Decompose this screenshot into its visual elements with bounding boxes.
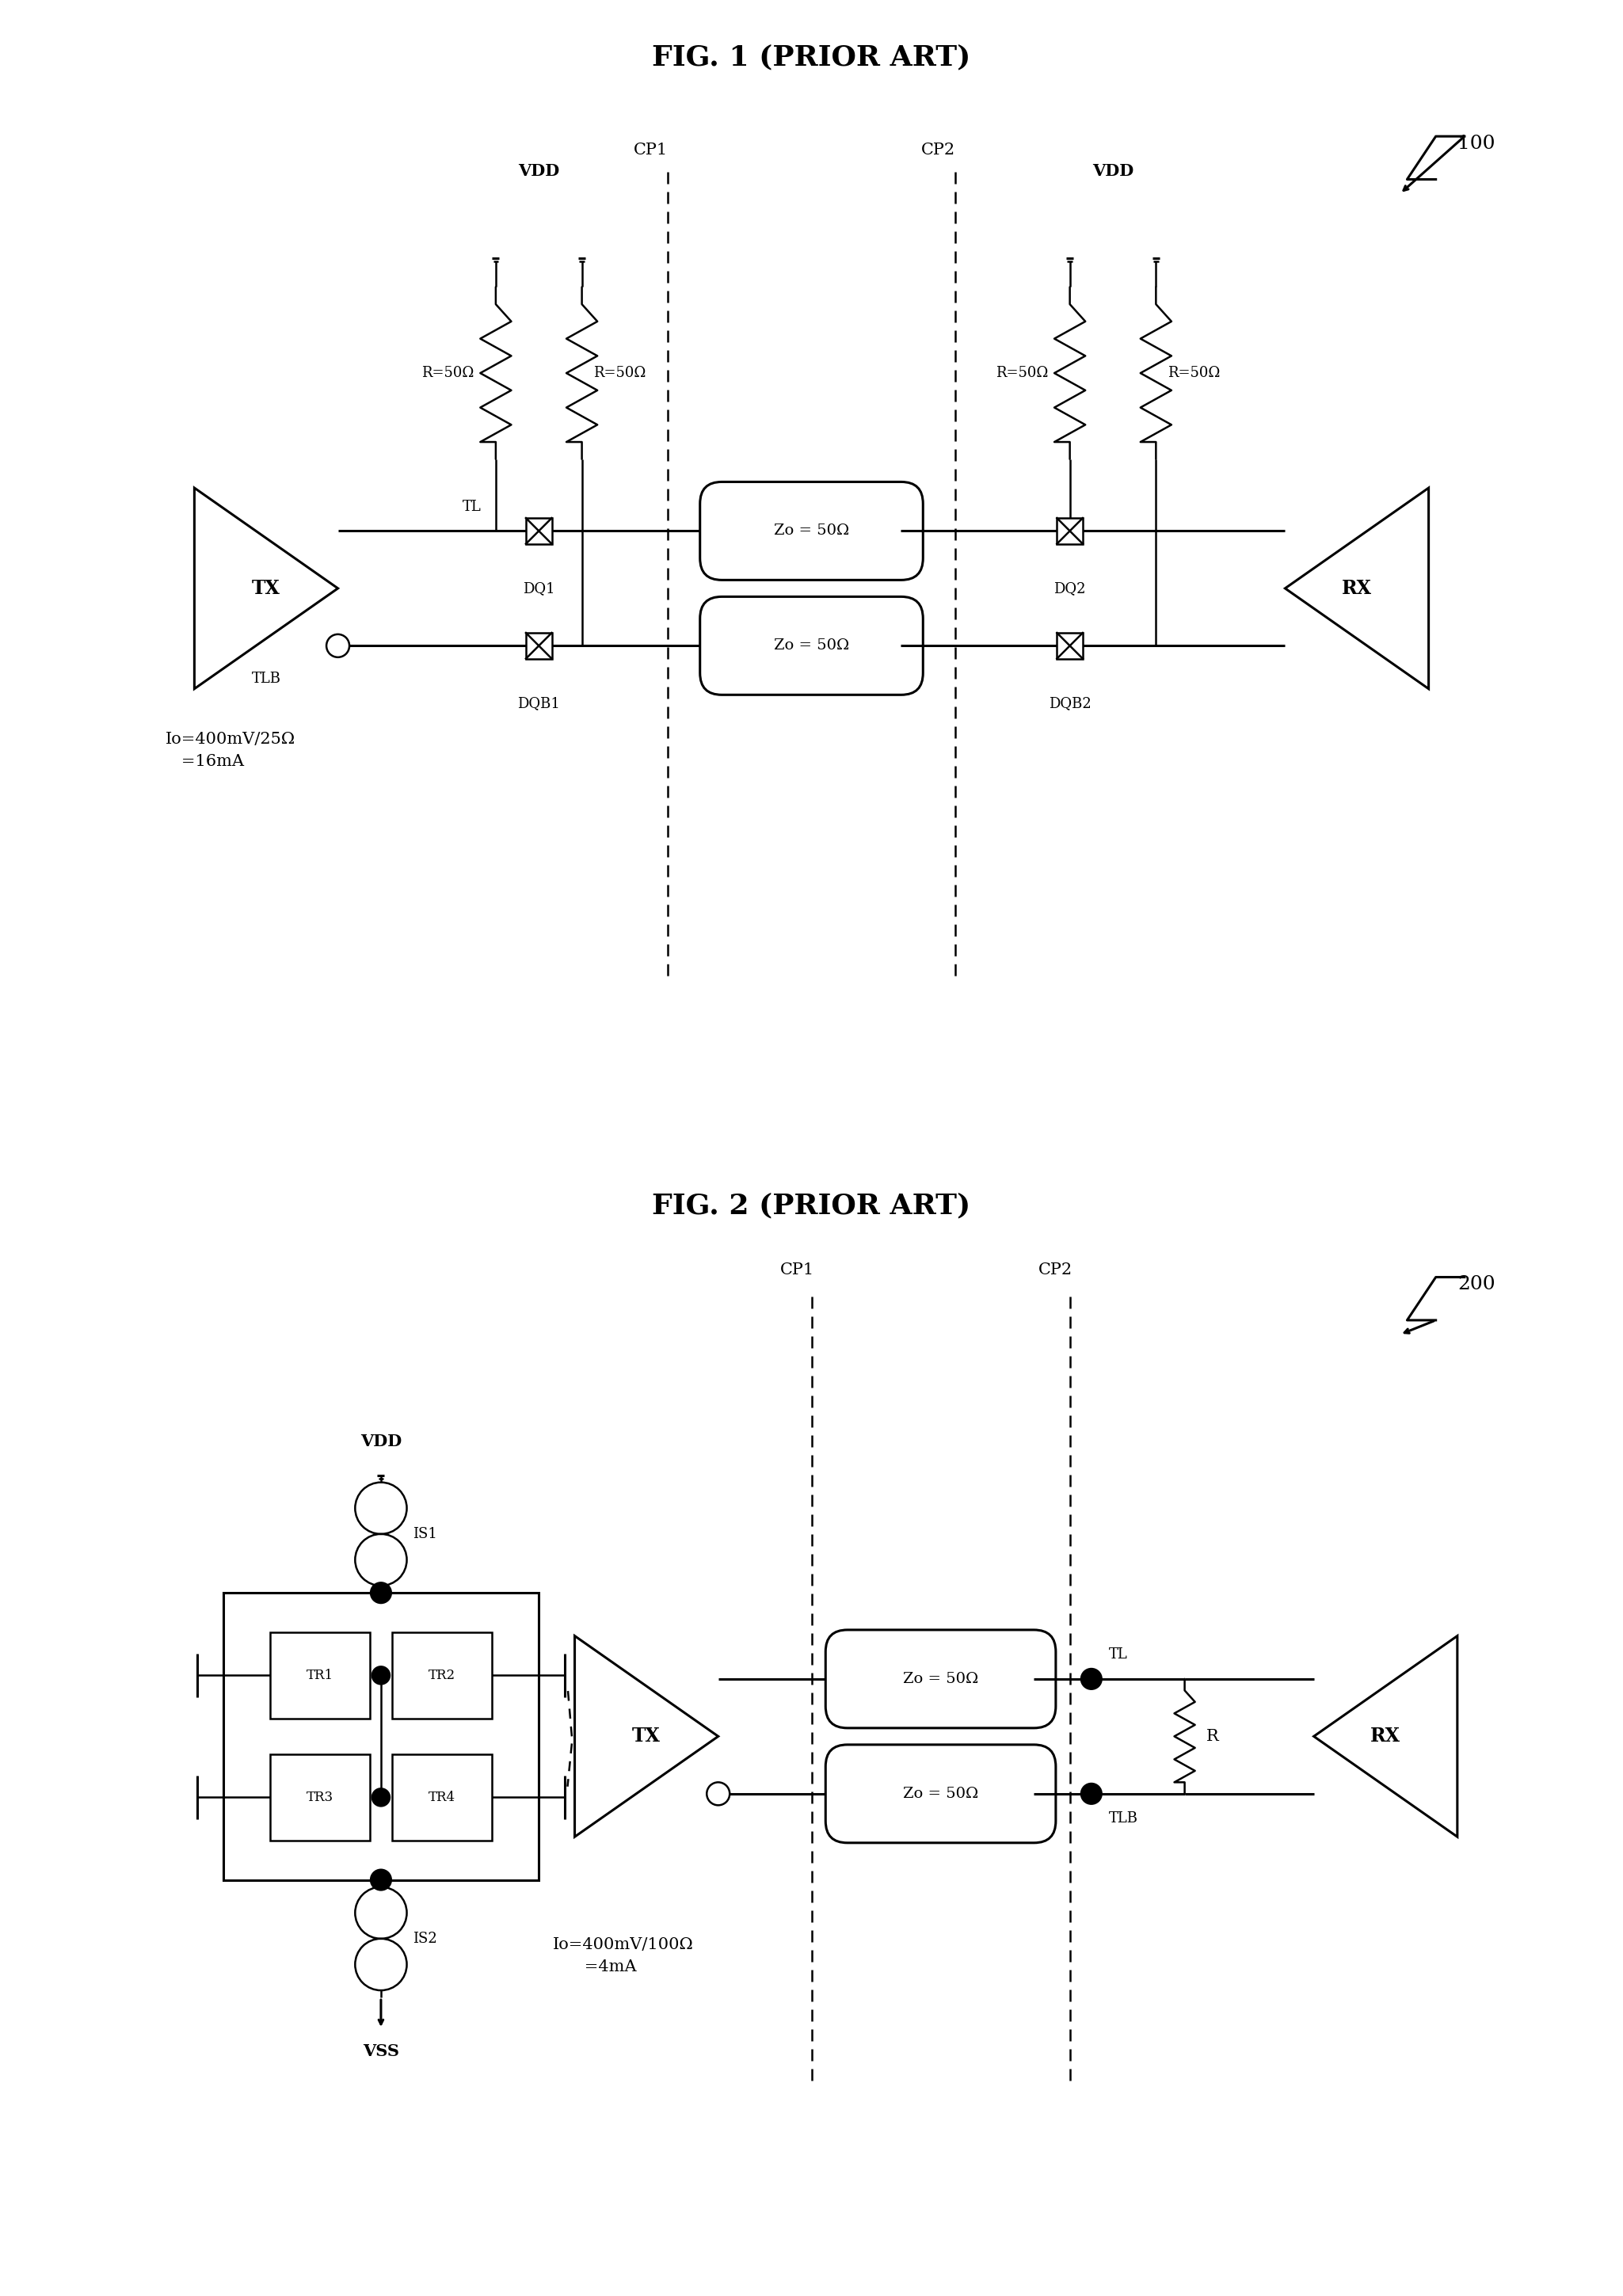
Text: Zo = 50Ω: Zo = 50Ω [902, 1671, 979, 1685]
Bar [269, 1754, 370, 1841]
Circle shape [372, 1869, 391, 1890]
Text: 200: 200 [1457, 1274, 1495, 1293]
Bar [1057, 519, 1083, 544]
Text: R=50Ω: R=50Ω [997, 365, 1048, 381]
Text: CP1: CP1 [633, 142, 669, 158]
Text: TL: TL [463, 501, 482, 514]
Text: DQB2: DQB2 [1048, 696, 1091, 709]
Text: RX: RX [1370, 1727, 1401, 1745]
Text: Io=400mV/25Ω
   =16mA: Io=400mV/25Ω =16mA [166, 732, 295, 769]
Text: DQB1: DQB1 [518, 696, 560, 709]
FancyBboxPatch shape [826, 1745, 1057, 1844]
Text: TR2: TR2 [428, 1669, 456, 1683]
Bar [391, 1754, 492, 1841]
Text: Io=400mV/100Ω
      =4mA: Io=400mV/100Ω =4mA [553, 1938, 695, 1975]
Text: R: R [1206, 1729, 1219, 1745]
Text: CP1: CP1 [781, 1263, 815, 1277]
Text: R=50Ω: R=50Ω [594, 365, 646, 381]
Text: TX: TX [252, 579, 281, 597]
FancyBboxPatch shape [700, 482, 923, 581]
Bar [1057, 634, 1083, 659]
Bar [222, 1593, 539, 1880]
Text: DQ1: DQ1 [523, 581, 555, 595]
Text: RX: RX [1342, 579, 1371, 597]
Circle shape [372, 1667, 390, 1683]
Text: FIG. 1 (PRIOR ART): FIG. 1 (PRIOR ART) [652, 44, 971, 71]
Circle shape [1081, 1784, 1102, 1805]
Text: 100: 100 [1457, 135, 1495, 152]
Text: FIG. 2 (PRIOR ART): FIG. 2 (PRIOR ART) [652, 1192, 971, 1219]
Text: IS1: IS1 [412, 1527, 437, 1541]
Text: VDD: VDD [518, 163, 560, 179]
Text: TX: TX [633, 1727, 661, 1745]
Text: IS2: IS2 [412, 1931, 437, 1945]
Text: TL: TL [1109, 1649, 1128, 1662]
Text: TLB: TLB [252, 670, 281, 687]
FancyBboxPatch shape [826, 1630, 1057, 1729]
Text: Zo = 50Ω: Zo = 50Ω [774, 523, 849, 537]
Text: TLB: TLB [1109, 1812, 1138, 1825]
Text: CP2: CP2 [920, 142, 954, 158]
Text: TR4: TR4 [428, 1791, 456, 1805]
Bar [526, 519, 552, 544]
Text: VDD: VDD [360, 1433, 401, 1449]
Text: Zo = 50Ω: Zo = 50Ω [774, 638, 849, 652]
Bar [391, 1632, 492, 1717]
Text: VSS: VSS [362, 2043, 399, 2060]
Text: R=50Ω: R=50Ω [1167, 365, 1220, 381]
Text: CP2: CP2 [1039, 1263, 1073, 1277]
Circle shape [372, 1789, 390, 1807]
Bar [269, 1632, 370, 1717]
FancyBboxPatch shape [700, 597, 923, 696]
Text: DQ2: DQ2 [1053, 581, 1086, 595]
Text: TR1: TR1 [307, 1669, 333, 1683]
Text: TR3: TR3 [307, 1791, 333, 1805]
Text: R=50Ω: R=50Ω [422, 365, 474, 381]
Text: VDD: VDD [1092, 163, 1133, 179]
Text: Zo = 50Ω: Zo = 50Ω [902, 1786, 979, 1800]
Circle shape [372, 1582, 391, 1603]
Bar [526, 634, 552, 659]
Circle shape [1081, 1669, 1102, 1690]
